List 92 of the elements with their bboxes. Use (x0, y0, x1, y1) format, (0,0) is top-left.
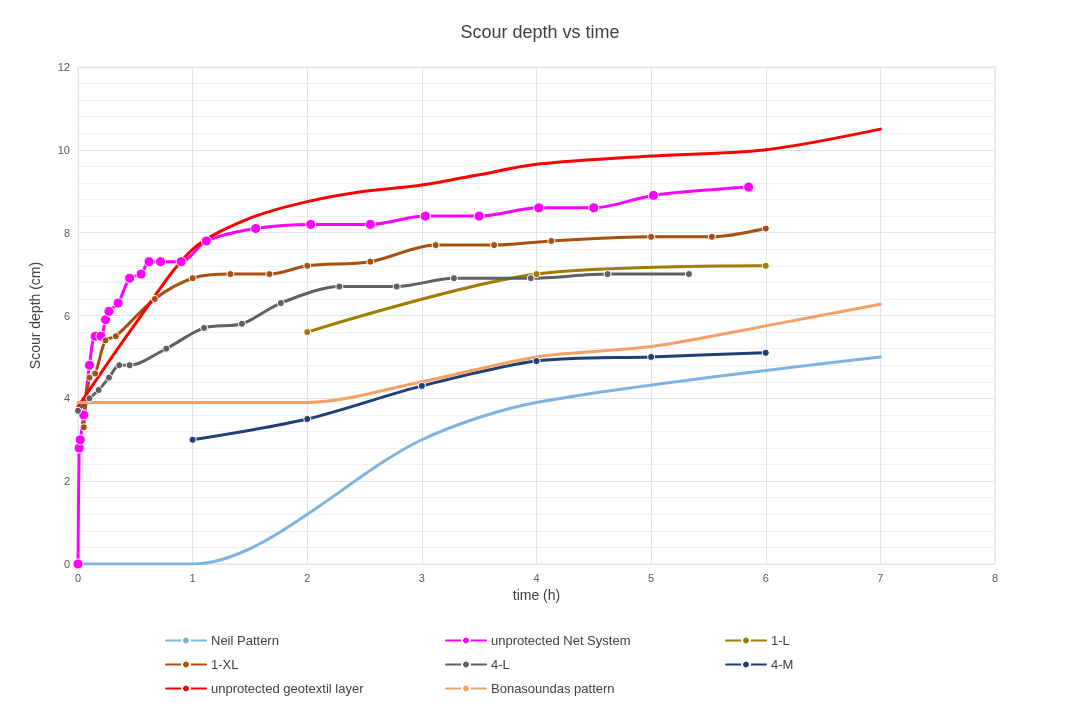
point (94, 386, 103, 395)
point (111, 332, 120, 341)
legend-label: 4-L (491, 657, 510, 672)
point (143, 256, 155, 268)
x-tick-label: 7 (877, 571, 884, 584)
point (250, 223, 262, 235)
y-axis-title: Scour depth (cm) (27, 261, 43, 370)
point (79, 423, 88, 432)
point (72, 558, 84, 570)
point (761, 261, 770, 270)
y-tick-label: 6 (63, 309, 70, 322)
point (85, 394, 94, 403)
point (473, 210, 485, 222)
x-tick-label: 1 (189, 571, 196, 584)
legend-label: Bonasoundas pattern (491, 681, 615, 696)
point (647, 352, 656, 361)
point (74, 434, 86, 446)
point (237, 319, 246, 328)
point (303, 415, 312, 424)
point (188, 435, 197, 444)
point (150, 294, 159, 303)
point (135, 268, 147, 280)
point (74, 406, 82, 415)
x-tick-label: 4 (533, 571, 540, 584)
point (490, 241, 499, 250)
point (276, 299, 285, 308)
point (101, 336, 110, 345)
point (85, 373, 94, 382)
x-tick-label: 8 (991, 571, 999, 584)
y-tick-label: 12 (57, 61, 70, 73)
x-axis-title: time (h) (512, 586, 561, 603)
point (364, 218, 376, 230)
point (303, 328, 312, 337)
x-tick-label: 0 (74, 571, 82, 584)
point (175, 256, 187, 268)
point (684, 270, 693, 279)
point (707, 232, 716, 241)
point (124, 272, 136, 284)
point (761, 348, 770, 357)
point (547, 236, 556, 245)
point (366, 257, 375, 266)
legend-label: unprotected geotextil layer (211, 681, 365, 696)
point (647, 189, 659, 201)
point (743, 181, 755, 193)
point (188, 274, 197, 283)
legend-label: 4-M (771, 657, 794, 672)
x-tick-label: 6 (762, 571, 769, 584)
y-tick-label: 4 (63, 392, 70, 405)
y-tick-label: 10 (57, 143, 70, 156)
point (265, 270, 274, 279)
point (104, 373, 113, 382)
point (335, 282, 344, 291)
x-tick-label: 2 (304, 571, 311, 584)
y-tick-label: 0 (63, 558, 70, 570)
point (112, 297, 124, 309)
legend-label: 1-XL (211, 657, 239, 672)
point (647, 232, 656, 241)
point (200, 323, 209, 332)
point (303, 261, 312, 270)
point (78, 409, 90, 421)
point (200, 235, 212, 247)
chart-title: Scour depth vs time (460, 22, 620, 42)
legend-label: unprotected Net System (491, 633, 631, 648)
point (761, 224, 770, 233)
point (83, 359, 95, 371)
point (532, 270, 541, 279)
point (162, 344, 171, 353)
point (305, 218, 317, 230)
point (125, 361, 134, 370)
legend-label: Neil Pattern (211, 633, 279, 648)
x-tick-label: 3 (418, 571, 425, 584)
point (100, 314, 112, 326)
x-tick-label: 5 (648, 571, 655, 584)
point (91, 369, 100, 378)
point (603, 270, 612, 279)
point (392, 282, 401, 291)
point (588, 202, 600, 214)
point (155, 256, 167, 268)
point (226, 270, 235, 279)
line-series (76, 302, 882, 404)
point (431, 241, 440, 250)
point (115, 361, 124, 370)
point (526, 274, 535, 283)
point (419, 210, 431, 222)
y-tick-label: 8 (63, 226, 70, 239)
point (103, 305, 115, 317)
point (533, 202, 545, 214)
legend-label: 1-L (771, 633, 790, 648)
y-tick-label: 2 (63, 475, 70, 488)
point (532, 357, 541, 366)
point (417, 381, 426, 390)
point (449, 274, 458, 283)
